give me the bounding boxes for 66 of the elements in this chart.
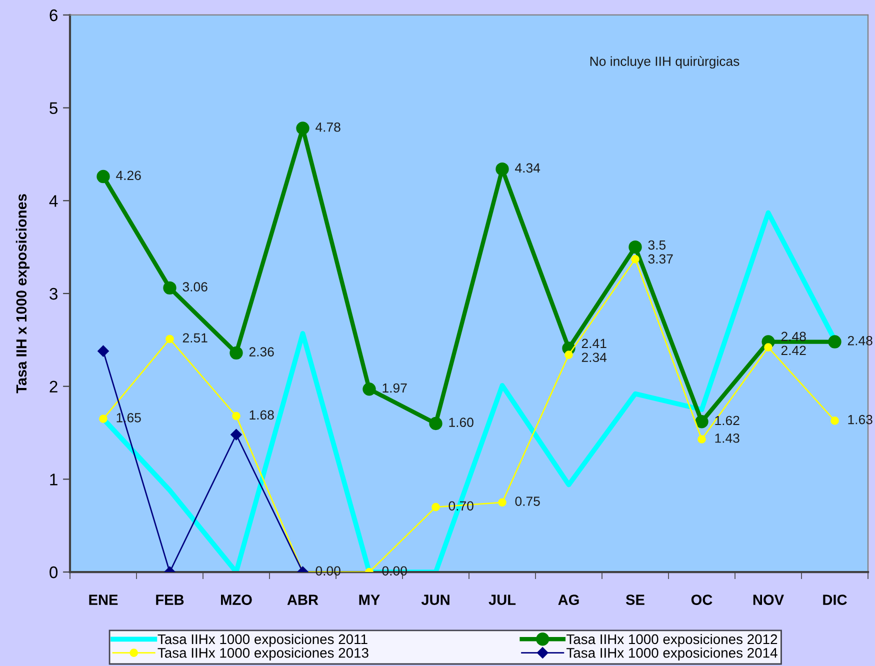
data-label: 4.78	[316, 122, 340, 132]
x-tick-label: SE	[626, 594, 644, 605]
data-label: 1.68	[250, 410, 274, 420]
data-label: 1.97	[382, 383, 407, 393]
data-label: 2.34	[582, 352, 607, 362]
point	[695, 415, 708, 428]
point	[99, 414, 108, 424]
x-tick-label: NOV	[753, 594, 784, 605]
y-tick-label: 2	[50, 380, 58, 392]
data-label: 3.06	[182, 282, 208, 292]
data-label: 4.26	[116, 170, 141, 180]
data-label: 4.34	[515, 163, 540, 173]
data-label: 1.60	[449, 418, 474, 428]
data-label: 2.51	[182, 333, 208, 343]
x-tick-label: AG	[558, 594, 579, 605]
data-label: 2.36	[249, 347, 274, 356]
data-label: 1.43	[715, 433, 740, 443]
point	[432, 502, 440, 512]
legend-label: Tasa IIHx 1000 exposiciones 2012	[566, 634, 778, 647]
point	[362, 382, 376, 396]
data-label: 0.00	[382, 566, 407, 576]
y-tick-label: 6	[50, 9, 58, 22]
x-tick-label: ABR	[287, 594, 318, 605]
point	[232, 412, 240, 420]
x-tick-label: OC	[691, 594, 712, 605]
legend-label: Tasa IIHx 1000 exposiciones 2014	[566, 648, 778, 661]
x-tick-label: JUN	[421, 594, 450, 605]
point	[163, 281, 176, 295]
y-tick-label: 5	[50, 102, 58, 114]
point	[764, 343, 772, 352]
point	[230, 346, 243, 360]
data-label: 0.75	[515, 496, 540, 506]
x-tick-label: ENE	[89, 594, 118, 605]
point	[828, 335, 842, 348]
x-tick-label: FEB	[156, 594, 184, 605]
point	[98, 345, 109, 357]
y-axis-title: Tasa IIH x 1000 exposiciones	[16, 194, 30, 394]
x-tick-label: MY	[359, 594, 380, 605]
data-label: 2.42	[781, 346, 806, 355]
y-tick-label: 0	[50, 566, 58, 578]
point	[830, 416, 839, 425]
point	[296, 122, 310, 135]
y-tick-label: 4	[49, 195, 58, 207]
point	[631, 254, 640, 264]
point	[230, 429, 242, 440]
point	[698, 435, 706, 444]
point	[166, 334, 174, 344]
point	[628, 240, 642, 254]
y-tick-label: 3	[50, 288, 58, 300]
x-tick-label: DIC	[823, 594, 847, 605]
legend-label: Tasa IIHx 1000 exposiciones 2011	[158, 634, 368, 647]
data-label: 3.37	[648, 254, 673, 264]
point	[498, 498, 506, 507]
data-label: 3.5	[648, 240, 666, 250]
y-tick-label: 1	[50, 474, 58, 486]
x-tick-label: JUL	[488, 594, 516, 605]
point	[429, 416, 442, 430]
point	[96, 170, 110, 184]
data-label: 2.48	[781, 332, 806, 342]
point	[564, 350, 573, 359]
x-tick-label: MZO	[221, 594, 252, 605]
point	[496, 162, 509, 176]
legend-label: Tasa IIHx 1000 exposiciones 2013	[158, 648, 368, 661]
annotation: No incluye IIH quirùrgicas	[590, 56, 740, 69]
data-label: 2.41	[582, 338, 606, 348]
data-label: 1.62	[715, 416, 740, 426]
